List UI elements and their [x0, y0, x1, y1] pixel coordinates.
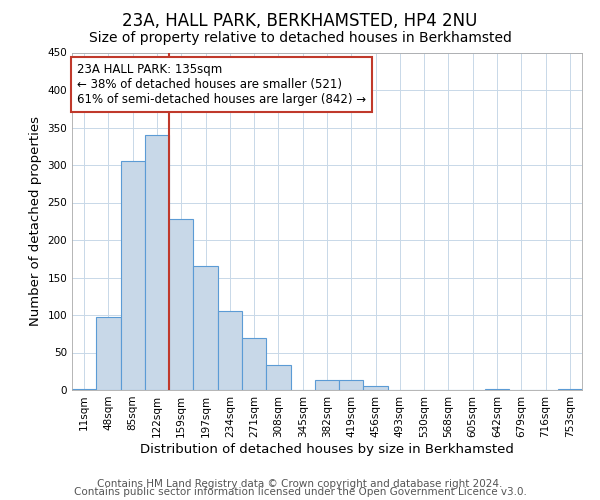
- X-axis label: Distribution of detached houses by size in Berkhamsted: Distribution of detached houses by size …: [140, 442, 514, 456]
- Bar: [218, 311, 242, 390]
- Text: Size of property relative to detached houses in Berkhamsted: Size of property relative to detached ho…: [89, 31, 511, 45]
- Bar: [72, 388, 96, 390]
- Bar: [121, 161, 145, 390]
- Bar: [96, 316, 121, 390]
- Bar: [145, 135, 169, 390]
- Bar: [193, 266, 218, 390]
- Text: Contains HM Land Registry data © Crown copyright and database right 2024.: Contains HM Land Registry data © Crown c…: [97, 479, 503, 489]
- Bar: [169, 219, 193, 390]
- Text: Contains public sector information licensed under the Open Government Licence v3: Contains public sector information licen…: [74, 487, 526, 497]
- Bar: [315, 380, 339, 390]
- Bar: [242, 338, 266, 390]
- Bar: [364, 386, 388, 390]
- Y-axis label: Number of detached properties: Number of detached properties: [29, 116, 42, 326]
- Bar: [339, 380, 364, 390]
- Bar: [558, 388, 582, 390]
- Bar: [485, 388, 509, 390]
- Bar: [266, 365, 290, 390]
- Text: 23A HALL PARK: 135sqm
← 38% of detached houses are smaller (521)
61% of semi-det: 23A HALL PARK: 135sqm ← 38% of detached …: [77, 62, 366, 106]
- Text: 23A, HALL PARK, BERKHAMSTED, HP4 2NU: 23A, HALL PARK, BERKHAMSTED, HP4 2NU: [122, 12, 478, 30]
